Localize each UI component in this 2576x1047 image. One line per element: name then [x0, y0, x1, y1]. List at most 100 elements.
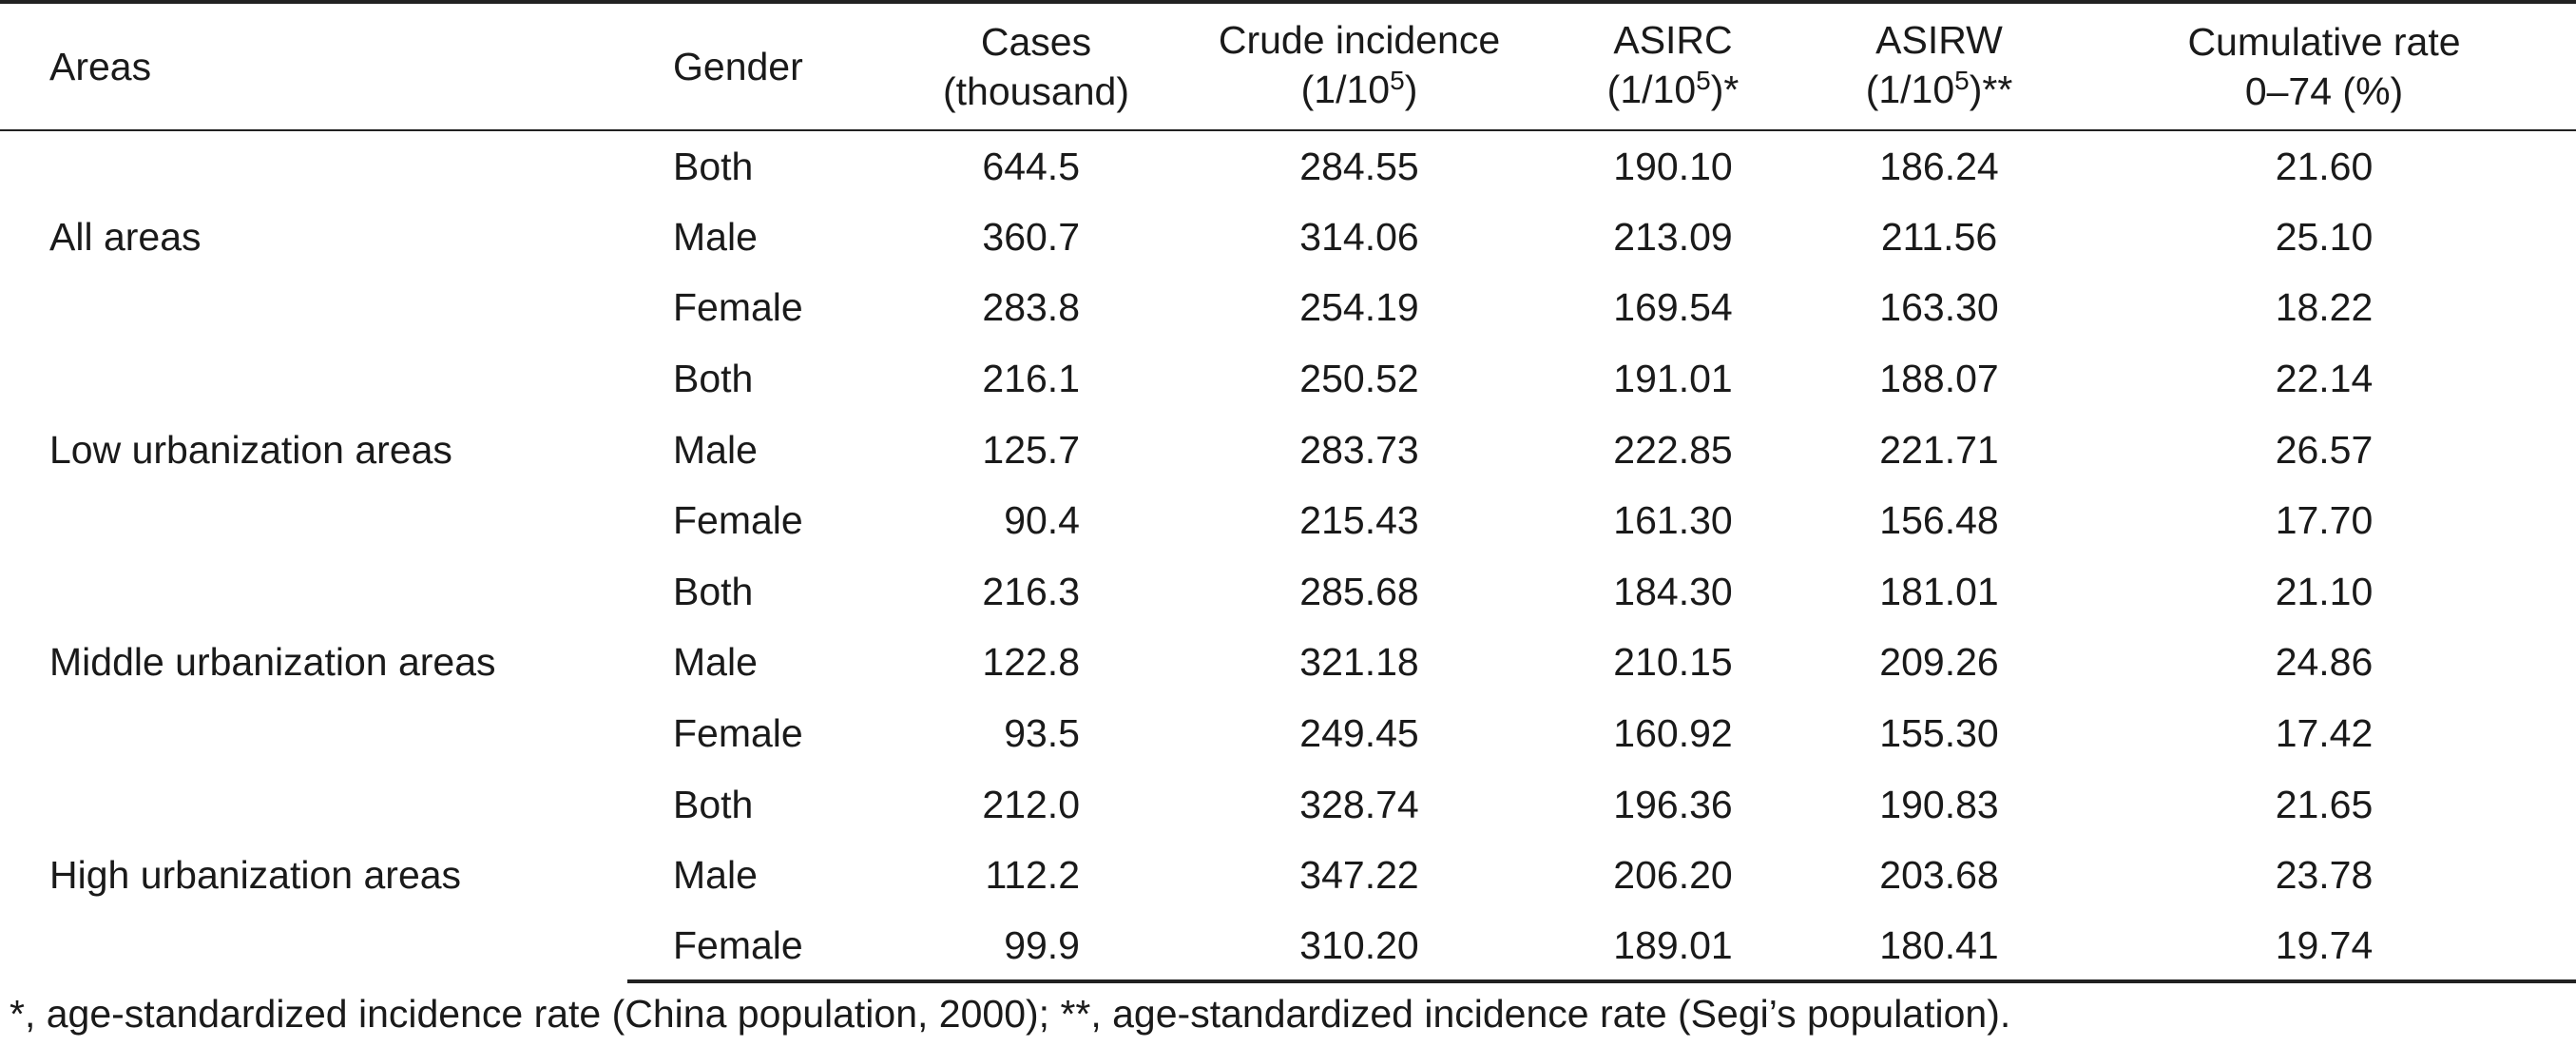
cell-gender: Female	[673, 498, 803, 543]
cell-area: Low urbanization areas	[49, 427, 452, 472]
cell-cases: 216.3	[982, 569, 1080, 613]
cell-crude-incidence: 250.52	[1299, 357, 1419, 401]
header-asirw: ASIRW (1/105)**	[1806, 0, 2072, 131]
cell-crude-incidence: 215.43	[1299, 498, 1419, 543]
cell-cases: 99.9	[894, 910, 1179, 984]
cell-cumulative-rate: 17.70	[2275, 498, 2374, 543]
cell-crude-incidence: 285.68	[1299, 569, 1419, 613]
cell-asirc: 222.85	[1613, 427, 1733, 472]
table-row: Male 112.2 347.22 206.20 203.68 23.78	[0, 840, 2576, 911]
table-row: Female 90.4 215.43 161.30 156.48 17.70	[0, 485, 2576, 556]
table-row: Female 283.8 254.19 169.54 163.30 18.22	[0, 272, 2576, 343]
header-gender: Gender	[627, 0, 894, 131]
cell-gender: Female	[673, 711, 803, 756]
cell-asirw: 190.83	[1879, 782, 1999, 826]
cell-cumulative-rate: 25.10	[2275, 214, 2374, 259]
cell-cases: 212.0	[982, 782, 1080, 826]
cell-cumulative-rate: 21.65	[2275, 782, 2374, 826]
table-row: Female 93.5 249.45 160.92 155.30 17.42	[0, 698, 2576, 769]
cell-asirw: 163.30	[1879, 285, 1999, 330]
cell-cases: 283.8	[982, 285, 1080, 330]
cell-asirc: 189.01	[1540, 910, 1806, 984]
header-crude-incidence: Crude incidence (1/105)	[1179, 0, 1540, 131]
cell-cumulative-rate: 22.14	[2275, 357, 2374, 401]
cell-gender: Male	[673, 427, 758, 472]
cell-area: All areas	[49, 215, 202, 260]
cell-crude-incidence: 254.19	[1299, 285, 1419, 330]
cell-cases: 112.2	[985, 853, 1080, 898]
header-cases: Cases (thousand)	[894, 0, 1179, 131]
cell-gender: Both	[673, 357, 754, 401]
header-cumulative-rate: Cumulative rate 0–74 (%)	[2072, 0, 2576, 131]
cell-asirc: 206.20	[1613, 853, 1733, 898]
cell-asirw: 221.71	[1879, 427, 1999, 472]
table-header: Areas Gender Cases (thousand) Crude incid…	[0, 0, 2576, 131]
cell-asirc: 190.10	[1613, 144, 1733, 188]
cell-cases: 644.5	[982, 144, 1080, 188]
header-asirc: ASIRC (1/105)*	[1540, 0, 1806, 131]
table-row: Male 360.7 314.06 213.09 211.56 25.10	[0, 202, 2576, 273]
cell-gender: Female	[627, 910, 894, 984]
cell-asirc: 184.30	[1613, 569, 1733, 613]
cell-asirw: 211.56	[1880, 214, 1998, 259]
cell-cumulative-rate: 23.78	[2275, 853, 2374, 898]
cell-asirw: 203.68	[1879, 853, 1999, 898]
cell-asirw: 209.26	[1879, 640, 1999, 685]
cell-asirc: 191.01	[1613, 357, 1733, 401]
cell-asirc: 196.36	[1613, 782, 1733, 826]
cell-gender: Both	[673, 144, 754, 188]
cell-cumulative-rate: 21.10	[2275, 569, 2374, 613]
cell-asirw: 188.07	[1879, 357, 1999, 401]
cell-asirw: 186.24	[1879, 144, 1999, 188]
cell-crude-incidence: 249.45	[1299, 711, 1419, 756]
cell-crude-incidence: 284.55	[1299, 144, 1419, 188]
header-areas: Areas	[0, 0, 627, 131]
table-row: Male 122.8 321.18 210.15 209.26 24.86	[0, 627, 2576, 698]
cell-gender: Male	[673, 214, 758, 259]
cell-cumulative-rate: 26.57	[2275, 427, 2374, 472]
cell-cases: 93.5	[1004, 711, 1080, 756]
header-row: Areas Gender Cases (thousand) Crude incid…	[0, 0, 2576, 131]
cell-asirc: 161.30	[1613, 498, 1733, 543]
cell-cases: 216.1	[982, 357, 1080, 401]
cell-cumulative-rate: 17.42	[2275, 711, 2374, 756]
cell-crude-incidence: 328.74	[1299, 782, 1419, 826]
cell-asirc: 169.54	[1613, 285, 1733, 330]
table-row: Male 125.7 283.73 222.85 221.71 26.57	[0, 414, 2576, 485]
cell-asirc: 213.09	[1613, 214, 1733, 259]
cell-cases: 360.7	[982, 214, 1080, 259]
cell-asirw: 180.41	[1806, 910, 2072, 984]
cell-cumulative-rate: 18.22	[2275, 285, 2374, 330]
table-footnote: *, age-standardized incidence rate (Chin…	[10, 992, 2011, 1036]
cell-gender: Both	[673, 569, 754, 613]
cell-area: High urbanization areas	[49, 853, 462, 898]
table-body: All areas Both 644.5 284.55 190.10 186.24 21.6…	[0, 130, 2576, 984]
cell-gender: Male	[673, 640, 758, 685]
cell-gender: Female	[673, 285, 803, 330]
cell-cases: 122.8	[982, 640, 1080, 685]
cell-gender: Male	[673, 853, 758, 898]
cell-crude-incidence: 314.06	[1299, 214, 1419, 259]
cell-gender: Both	[673, 782, 754, 826]
table-row: Female 99.9 310.20 189.01 180.41 19.74	[0, 910, 2576, 984]
cell-asirc: 160.92	[1613, 711, 1733, 756]
cell-crude-incidence: 321.18	[1299, 640, 1419, 685]
cell-crude-incidence: 347.22	[1299, 853, 1419, 898]
cell-crude-incidence: 283.73	[1299, 427, 1419, 472]
incidence-table: Areas Gender Cases (thousand) Crude incid…	[0, 0, 2576, 984]
table-row: High urbanization areas Both 212.0 328.74 19…	[0, 768, 2576, 898]
cell-cumulative-rate: 21.60	[2275, 144, 2374, 188]
cell-cumulative-rate: 19.74	[2072, 910, 2576, 984]
cell-crude-incidence: 310.20	[1179, 910, 1540, 984]
cell-cumulative-rate: 24.86	[2275, 640, 2374, 685]
cell-cases: 90.4	[1004, 498, 1080, 543]
cell-asirc: 210.15	[1613, 640, 1733, 685]
cell-area: Middle urbanization areas	[49, 640, 496, 685]
cell-asirw: 156.48	[1879, 498, 1999, 543]
cell-cases: 125.7	[982, 427, 1080, 472]
table-row: All areas Both 644.5 284.55 190.10 186.24 21.6…	[0, 130, 2576, 260]
table-row: Low urbanization areas Both 216.1 250.52 191…	[0, 343, 2576, 472]
table-row: Middle urbanization areas Both 216.3 285.68…	[0, 556, 2576, 685]
cell-asirw: 181.01	[1879, 569, 1999, 613]
cell-asirw: 155.30	[1879, 711, 1999, 756]
